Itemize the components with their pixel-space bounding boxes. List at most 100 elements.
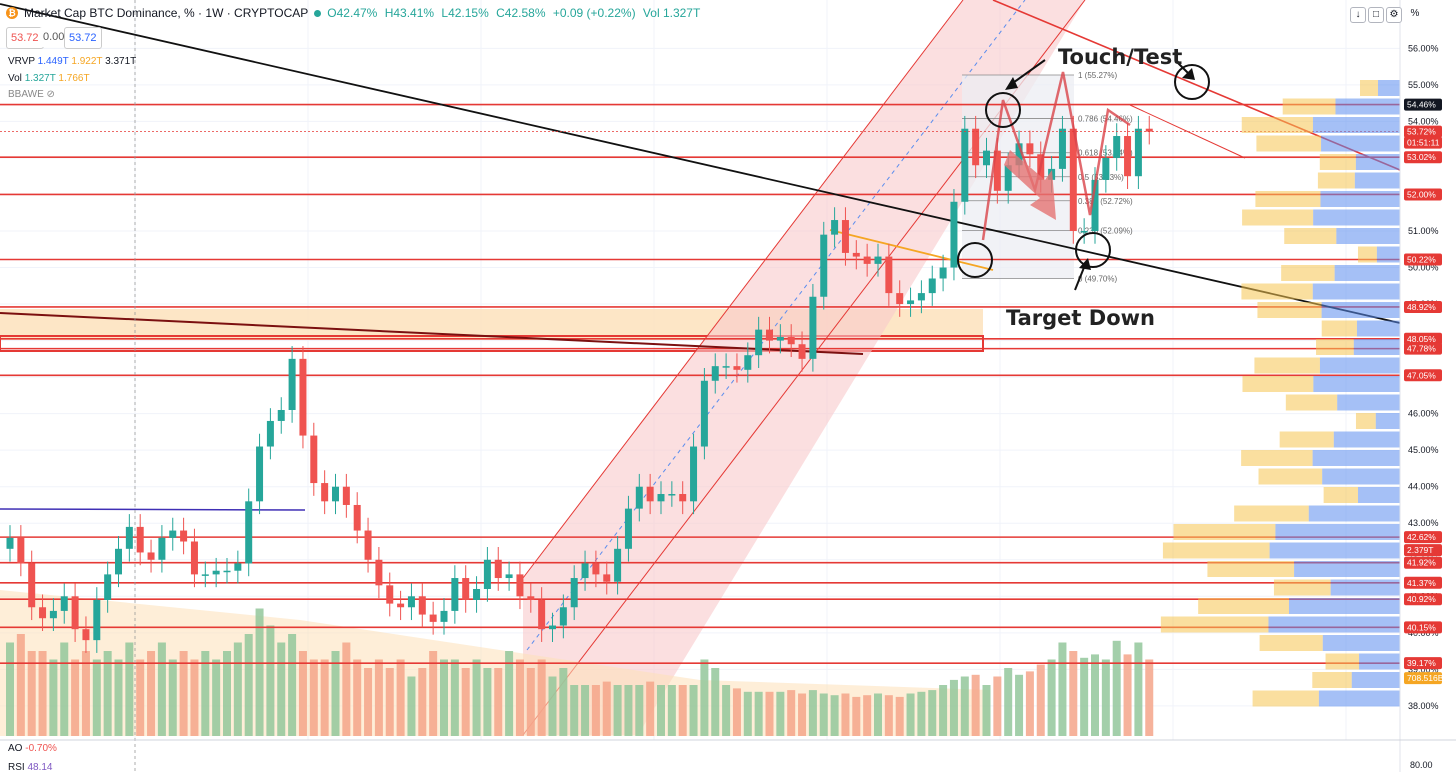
volume-bar	[765, 691, 774, 736]
candle-body	[624, 508, 632, 549]
axis-tick-label: 55.00%	[1408, 80, 1439, 90]
vp-bar-up	[1319, 357, 1400, 374]
candle-body	[668, 494, 676, 496]
volume-bar	[6, 642, 14, 736]
vp-bar-up	[1313, 209, 1400, 226]
test-circle	[1174, 64, 1210, 100]
symbol-header: ₿ Market Cap BTC Dominance, % · 1W · CRY…	[6, 6, 704, 20]
vp-bar-up	[1308, 505, 1400, 522]
volume-bar	[1047, 659, 1056, 736]
volume-bar	[1004, 668, 1013, 736]
volume-bar	[342, 642, 351, 736]
volume-bar	[982, 685, 991, 736]
maximize-button[interactable]: □	[1368, 7, 1384, 23]
candle-body	[104, 574, 112, 600]
level-label-bg	[1404, 369, 1442, 382]
axis-tick-label: 44.00%	[1408, 482, 1439, 492]
rsi-label: RSI	[8, 762, 25, 773]
vol-ma-value: 1.766T	[58, 73, 90, 84]
volume-bar	[114, 659, 123, 736]
bbawe-legend[interactable]: BBAWE ⊘	[8, 89, 55, 100]
vp-bar-down	[1323, 487, 1358, 503]
level-label: 48.05%	[1407, 334, 1436, 344]
vp-bar-up	[1322, 635, 1400, 651]
gear-icon[interactable]: ⚙	[1386, 7, 1402, 23]
candle-body	[201, 574, 209, 576]
level-label: 53.72%	[1407, 127, 1436, 137]
level-label-bg	[1404, 576, 1442, 589]
candle-body	[776, 336, 784, 341]
level-label-bg	[1404, 531, 1442, 544]
ohlc-volume: Vol 1.327T	[642, 6, 701, 20]
volume-bar	[168, 659, 177, 736]
vp-bar-up	[1322, 468, 1400, 485]
volume-bar	[526, 668, 535, 736]
volume-bar	[1112, 640, 1121, 736]
ao-value: -0.70%	[25, 743, 57, 754]
symbol-title[interactable]: Market Cap BTC Dominance, % · 1W · CRYPT…	[24, 6, 309, 20]
volume-bar	[364, 668, 373, 736]
vp-bar-up	[1312, 117, 1400, 133]
vp-bar-down	[1257, 302, 1322, 318]
fib-level-label: 0.382 (52.72%)	[1078, 197, 1133, 206]
axis-tick-label: 39.00%	[1408, 664, 1439, 674]
level-label: 47.05%	[1407, 370, 1436, 380]
volume-bar	[396, 659, 405, 736]
candle-body	[1080, 231, 1088, 233]
vrvp-legend[interactable]: VRVP 1.449T 1.922T 3.371T	[8, 56, 136, 67]
vp-bar-up	[1355, 154, 1400, 170]
candle-body	[266, 420, 274, 447]
candle-body	[863, 256, 871, 264]
vp-bar-down	[1316, 339, 1354, 355]
vrvp-down-value: 1.922T	[71, 56, 103, 67]
volume-bar	[646, 681, 655, 736]
volume-bar	[548, 676, 557, 736]
sell-price-button[interactable]: 53.72	[6, 27, 44, 49]
vp-bar-up	[1376, 246, 1400, 263]
volume-bar	[27, 651, 36, 736]
candle-body	[299, 358, 307, 436]
ao-legend[interactable]: AO -0.70%	[8, 743, 57, 754]
candle-body	[896, 293, 904, 305]
candle-body	[657, 494, 665, 502]
volume-bar	[559, 668, 568, 736]
volume-bar	[949, 679, 958, 736]
eye-off-icon[interactable]: ⊘	[46, 89, 55, 100]
candle-body	[711, 366, 719, 381]
ohlc-open: O42.47%	[327, 6, 378, 20]
vp-bar-down	[1242, 376, 1314, 392]
candle-body	[310, 435, 318, 484]
candle-body	[1015, 143, 1023, 166]
vp-bar-up	[1294, 561, 1400, 577]
candle-body	[429, 614, 437, 622]
target-down-annotation: Target Down	[1006, 306, 1155, 330]
vp-bar-down	[1256, 135, 1322, 152]
level-label: 2.379T	[1407, 545, 1433, 555]
rsi-legend[interactable]: RSI 48.14	[8, 762, 52, 773]
vp-bar-up	[1275, 524, 1400, 540]
volume-bar	[917, 691, 926, 736]
volume-bar	[711, 668, 720, 736]
vp-bar-up	[1359, 653, 1400, 670]
volume-bar	[884, 695, 893, 736]
touch-test-annotation: Touch/Test	[1058, 45, 1183, 69]
volume-bar	[320, 659, 329, 736]
vp-bar-up	[1333, 431, 1400, 448]
candle-body	[787, 336, 795, 345]
volume-bar	[136, 659, 145, 736]
candle-body	[494, 559, 502, 579]
volume-bar	[212, 659, 221, 736]
arrow-down-button[interactable]: ↓	[1350, 7, 1366, 23]
volume-bar	[92, 659, 101, 736]
level-label: 40.92%	[1407, 594, 1436, 604]
percent-scale-button[interactable]: %	[1408, 7, 1422, 21]
candle-body	[809, 296, 817, 359]
buy-price-button[interactable]: 53.72	[64, 27, 102, 49]
level-label-bg	[1404, 253, 1442, 266]
volume-legend[interactable]: Vol 1.327T 1.766T	[8, 73, 90, 84]
volume-bar	[830, 695, 839, 736]
volume-bar	[722, 685, 731, 736]
level-label-bg	[1404, 342, 1442, 355]
candle-body	[983, 150, 990, 166]
